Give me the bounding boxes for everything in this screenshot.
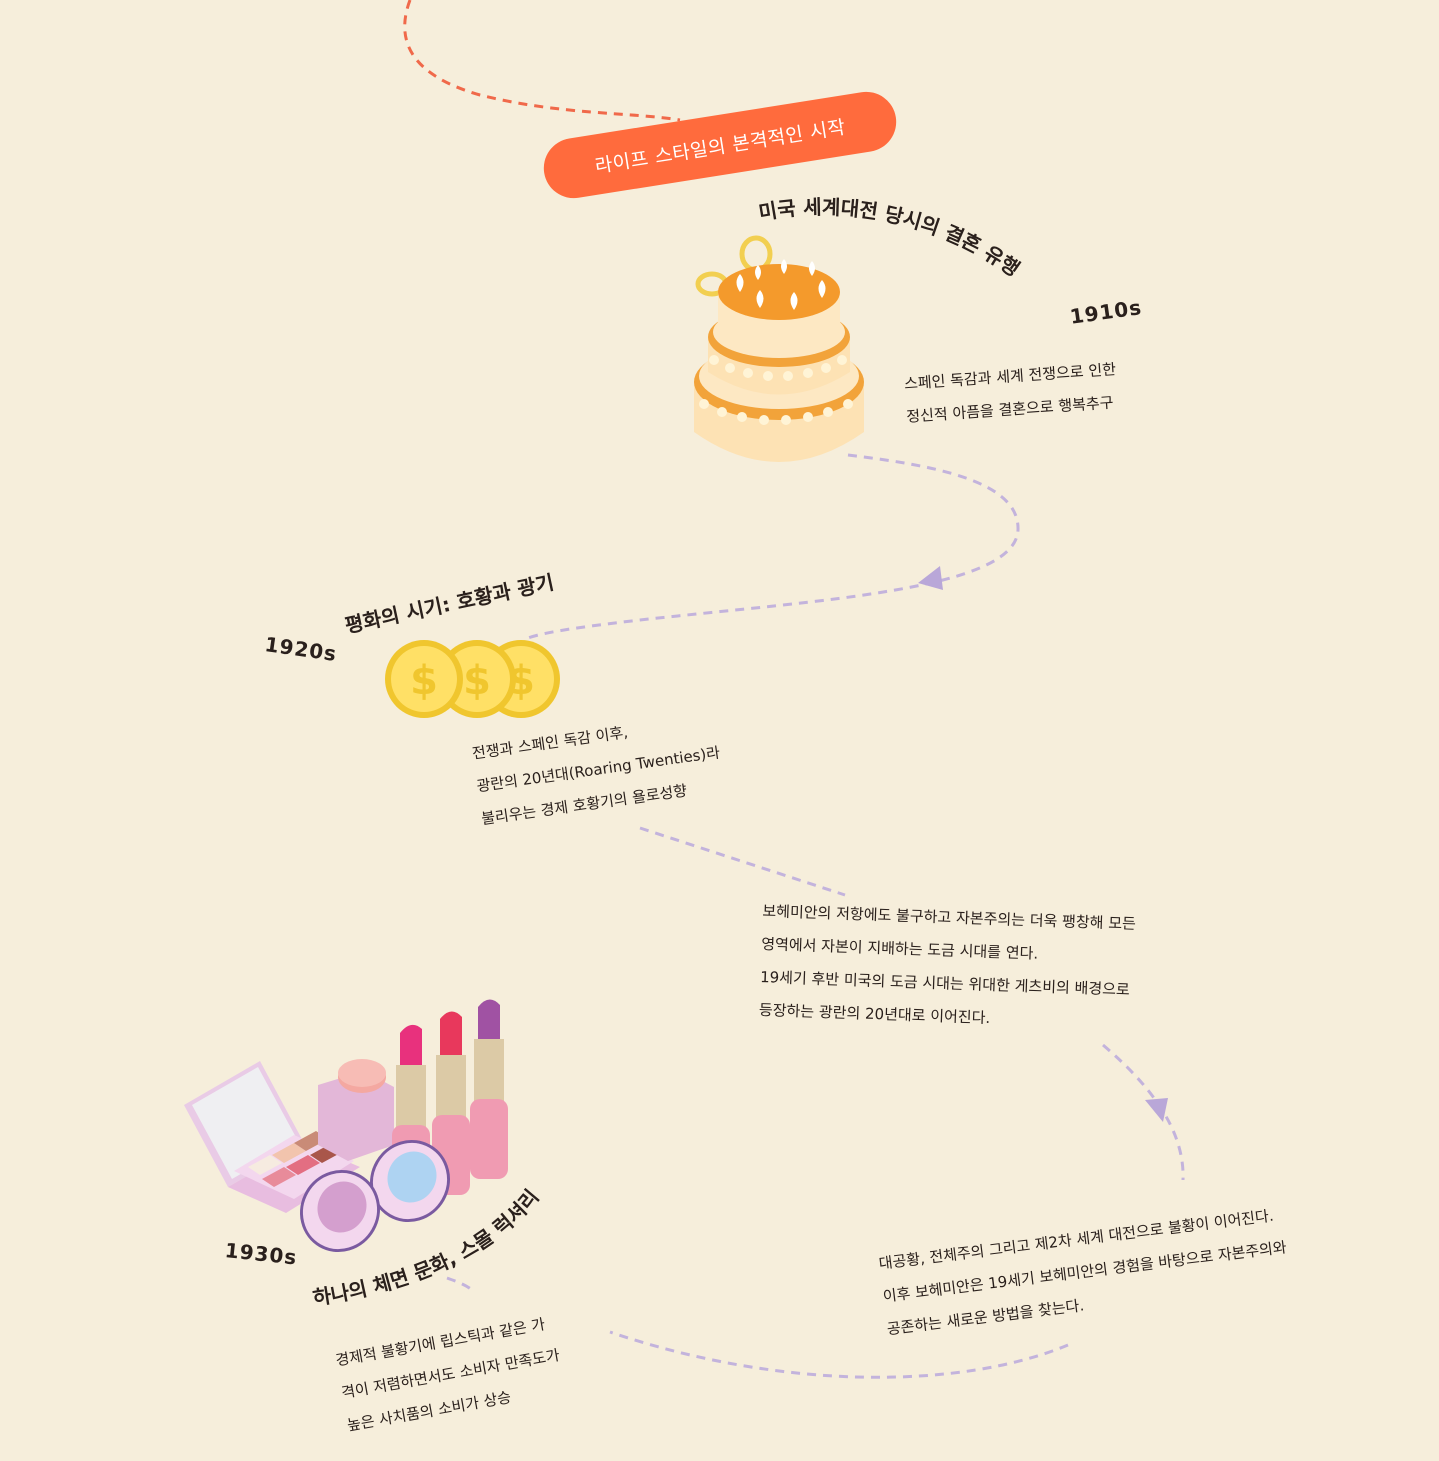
orange-dashed-path [403,0,681,122]
purple-dashed-path-5 [446,1276,473,1292]
purple-dashed-path-4 [609,1330,1069,1379]
arrow-head-1 [918,566,943,590]
purple-dashed-path-2 [639,826,846,897]
purple-dashed-path-3 [1102,1043,1185,1181]
svg-text:$: $ [410,658,438,704]
dollar-coins-icon: $ $ $ [385,640,560,718]
svg-text:$: $ [463,658,491,704]
wedding-cake-icon [694,235,864,462]
cosmetics-icon [184,999,508,1253]
title-1930: 하나의 체면 문화, 스몰 럭셔리 [311,1185,543,1310]
arrow-head-2 [1145,1098,1168,1122]
purple-dashed-path-1 [527,453,1020,640]
title-1930-arc: 하나의 체면 문화, 스몰 럭셔리 [311,1185,543,1310]
description-gilded-age: 보헤미안의 저항에도 불구하고 자본주의는 더욱 팽창해 모든 영역에서 자본이… [758,895,1136,1040]
